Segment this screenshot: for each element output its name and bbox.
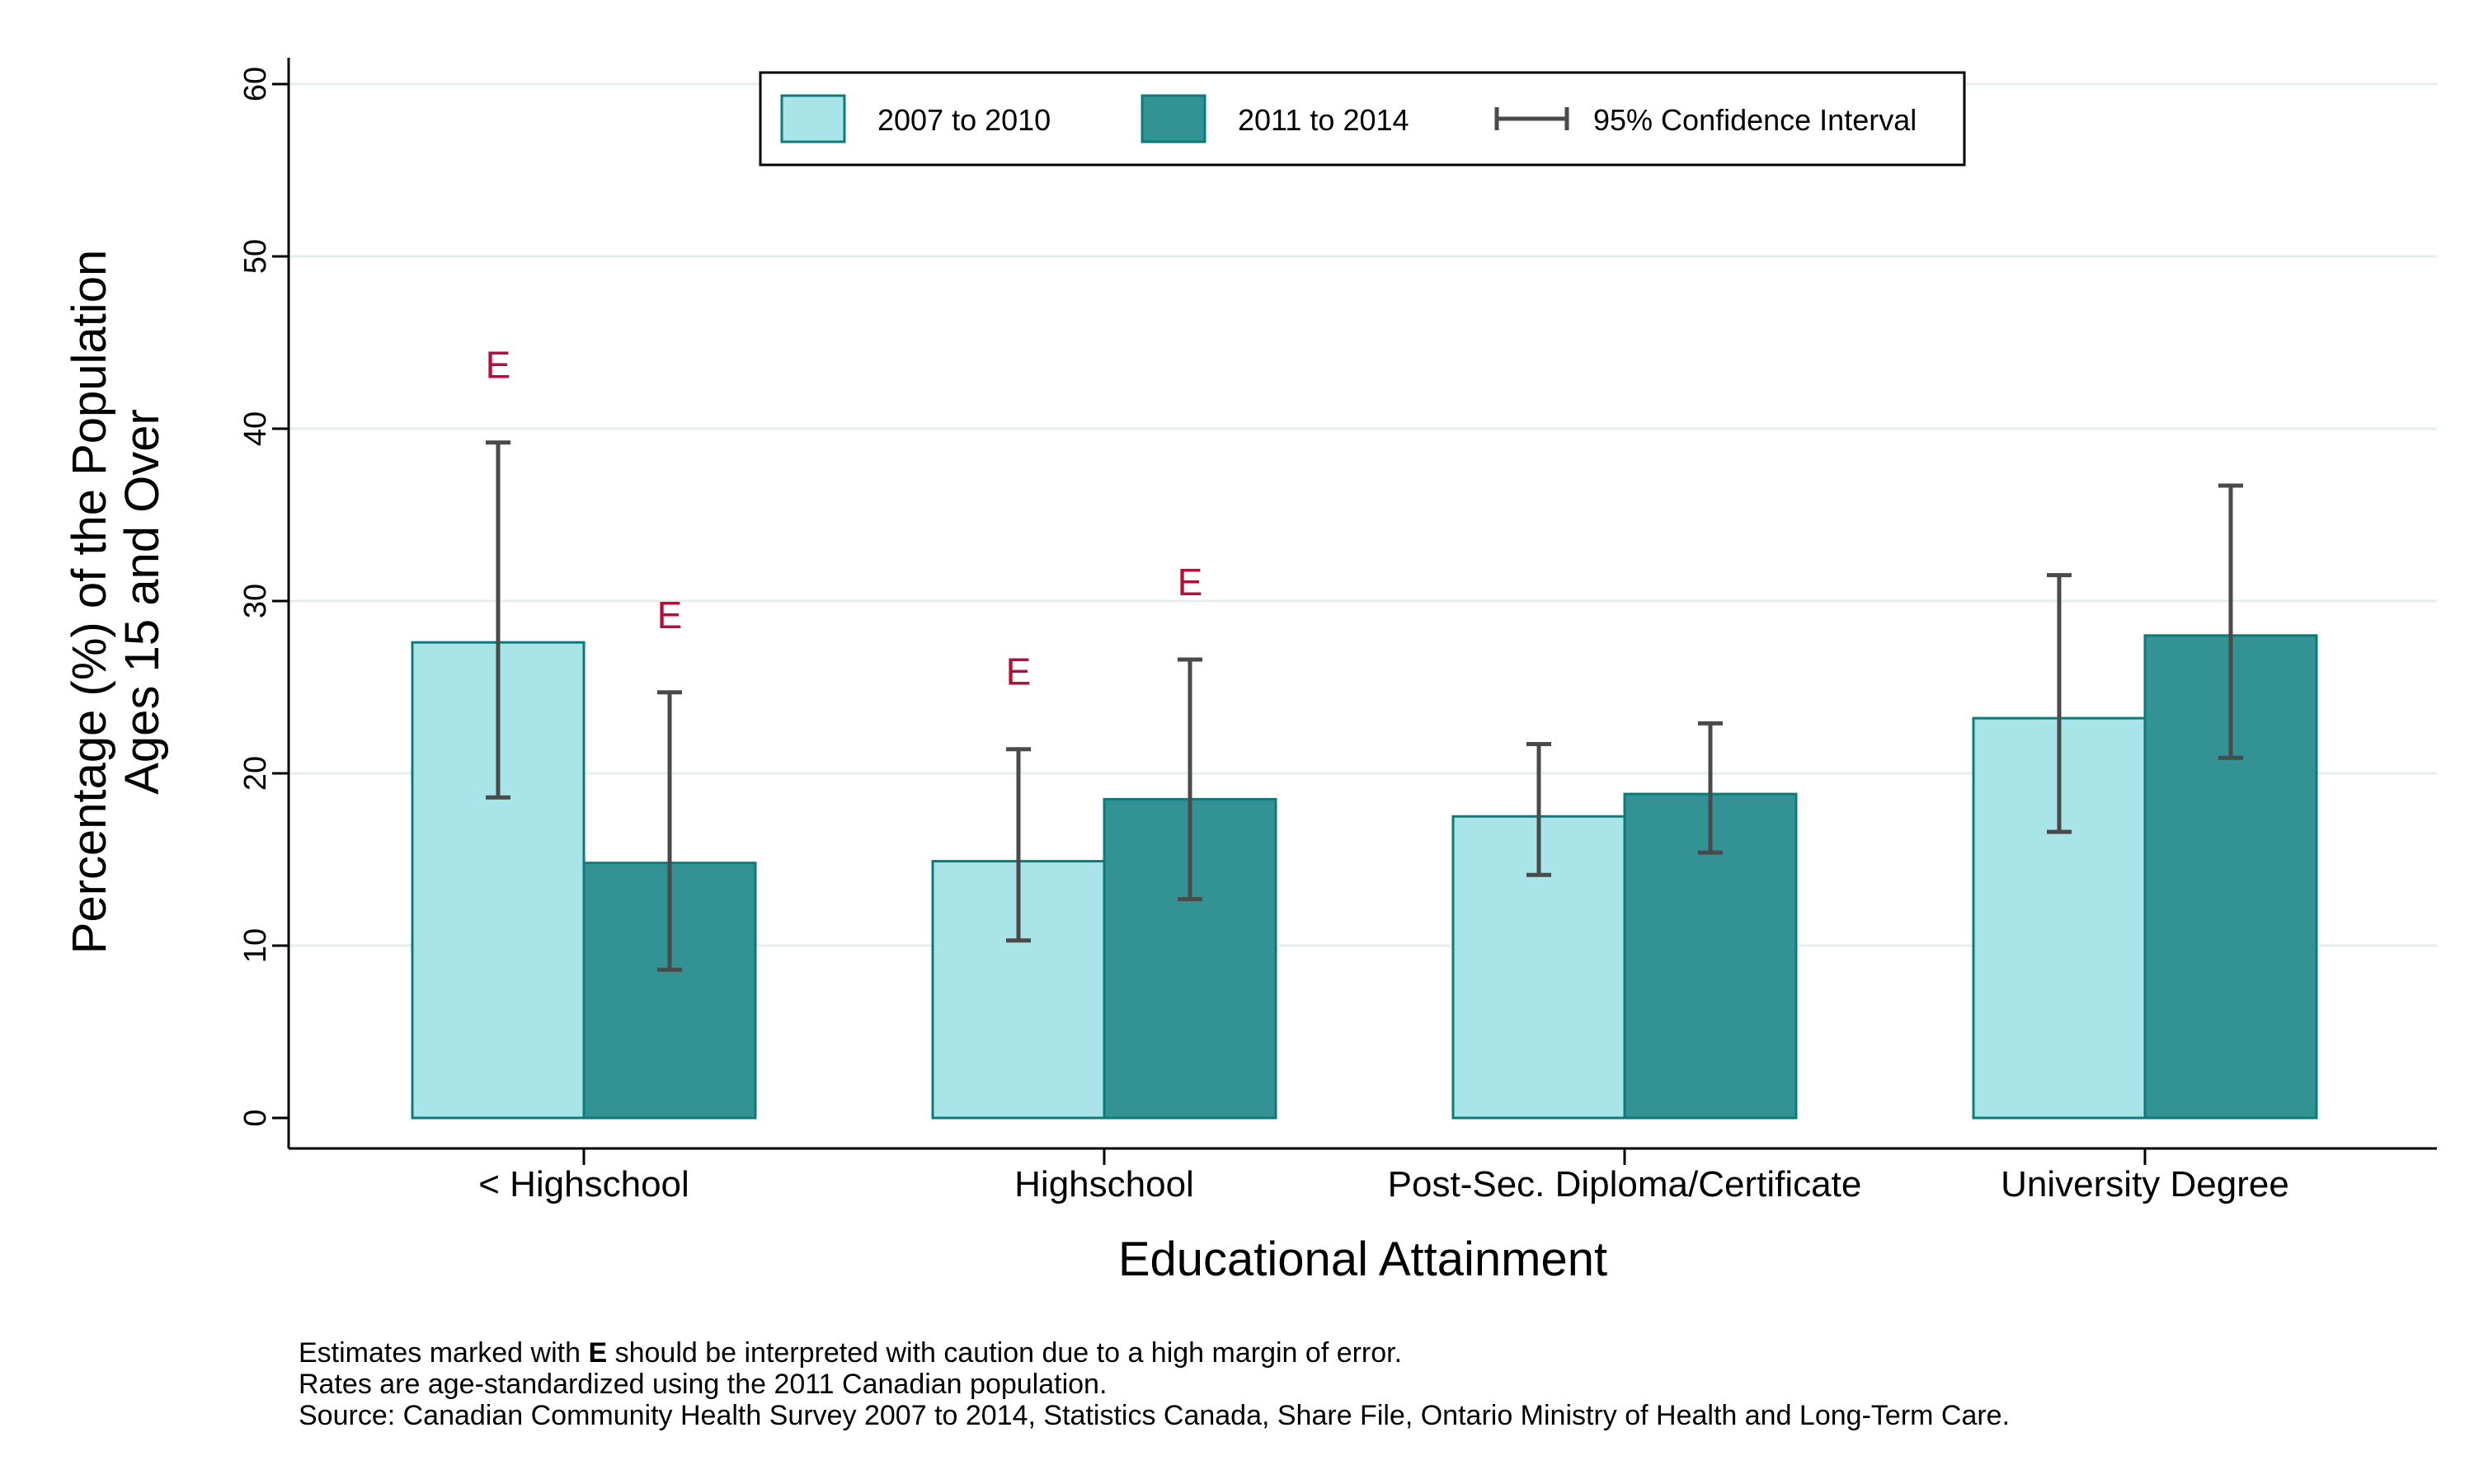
- y-tick-label: 10: [238, 928, 273, 963]
- y-tick-label: 60: [238, 67, 273, 101]
- footnotes: Estimates marked with E should be interp…: [299, 1337, 2360, 1431]
- ci-errorbar: [1526, 741, 1551, 877]
- footnote-source: Source: Canadian Community Health Survey…: [299, 1400, 2011, 1431]
- x-tick-label: Highschool: [1014, 1164, 1194, 1205]
- legend-label-2007-2010: 2007 to 2010: [877, 103, 1051, 137]
- estimate-flag: E: [1006, 650, 1032, 693]
- legend-label-ci: 95% Confidence Interval: [1593, 103, 1917, 137]
- y-tick-label: 0: [238, 1109, 273, 1126]
- ci-errorbar: [1006, 747, 1031, 943]
- estimate-flag: E: [486, 344, 511, 387]
- y-tick-label: 30: [238, 584, 273, 618]
- footnote-flag: E: [588, 1337, 608, 1369]
- footnote-age-standardized: Rates are age-standardized using the 201…: [299, 1369, 1108, 1400]
- flags: E E E E: [486, 344, 1203, 693]
- ci-errorbar: [657, 690, 682, 972]
- confidence-intervals: [486, 440, 2243, 972]
- axes: 0 10 20 30 40 50 60 < Highschool Highschool Post-…: [63, 58, 2437, 1286]
- x-tick-label: University Degree: [2001, 1164, 2289, 1205]
- y-axis-title-line1: Percentage (%) of the Population: [63, 250, 116, 954]
- footnote-caution: Estimates marked with E should be interp…: [299, 1337, 1403, 1369]
- ci-errorbar: [1698, 721, 1723, 855]
- estimate-flag: E: [1178, 561, 1203, 603]
- legend: 2007 to 2010 2011 to 2014 95% Confidence I…: [759, 71, 1966, 167]
- legend-ci-symbol: [1494, 107, 1569, 130]
- x-tick-label: Post-Sec. Diploma/Certificate: [1388, 1164, 1862, 1205]
- estimate-flag: E: [657, 594, 683, 636]
- y-tick-label: 20: [238, 756, 273, 791]
- y-tick-label: 40: [238, 411, 273, 446]
- x-tick-label: < Highschool: [478, 1164, 689, 1205]
- y-tick-label: 50: [238, 239, 273, 274]
- ci-errorbar: [2047, 573, 2072, 834]
- legend-box: [759, 71, 1966, 167]
- ci-errorbar: [1178, 657, 1202, 902]
- x-axis-title: Educational Attainment: [1118, 1233, 1607, 1286]
- legend-swatch-2007-2010: [780, 94, 846, 143]
- ci-errorbar: [486, 440, 510, 800]
- legend-label-2011-2014: 2011 to 2014: [1238, 103, 1409, 137]
- y-axis-title-line2: Ages 15 and Over: [115, 409, 169, 795]
- legend-swatch-2011-2014: [1141, 94, 1206, 143]
- bars: [411, 634, 2318, 1120]
- ci-errorbar: [2218, 483, 2243, 760]
